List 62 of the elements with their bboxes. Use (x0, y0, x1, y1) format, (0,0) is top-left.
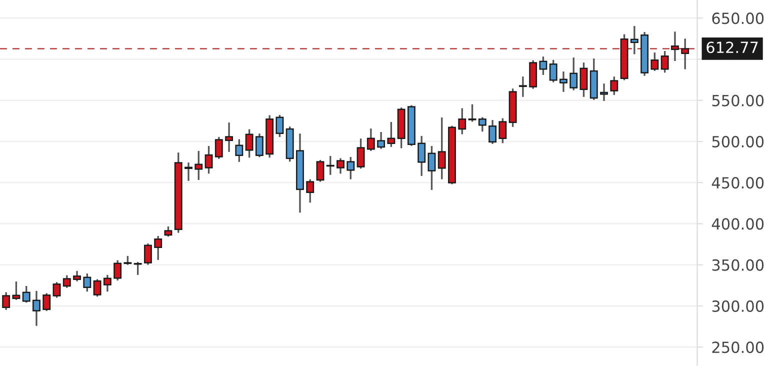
y-tick-label: 450.00 (712, 177, 764, 189)
candlestick (326, 156, 334, 175)
candlestick (549, 60, 558, 82)
y-tick-label: 300.00 (712, 300, 764, 312)
candlestick (630, 26, 638, 54)
candlestick (660, 50, 669, 73)
candlestick (610, 76, 618, 95)
y-tick-label: 350.00 (712, 259, 764, 271)
candlestick (387, 122, 396, 147)
candlestick (518, 76, 527, 97)
candlestick (214, 136, 223, 159)
candlestick (52, 282, 61, 298)
candlestick (377, 132, 386, 149)
candlestick (62, 275, 71, 288)
candlestick (560, 72, 568, 92)
ref-line-label: 612.77 (706, 42, 758, 54)
candlestick (306, 179, 314, 203)
candlestick (114, 260, 122, 280)
y-tick-label: 250.00 (712, 342, 764, 354)
candlestick (93, 279, 102, 297)
candlestick (468, 104, 476, 122)
candlestick (356, 138, 365, 169)
y-tick-label: 550.00 (712, 94, 764, 106)
candlestick (276, 114, 284, 137)
candlestick (650, 52, 659, 71)
candlestick (83, 274, 92, 292)
y-tick-label: 650.00 (712, 12, 764, 24)
candlestick (670, 32, 679, 61)
candlestick (245, 129, 254, 158)
candlestick (184, 162, 192, 181)
candlestick (12, 282, 20, 300)
candlestick (32, 290, 40, 326)
candlestick (225, 122, 234, 152)
candlestick (478, 117, 486, 132)
candlestick (255, 134, 264, 158)
candlestick (600, 84, 608, 101)
y-tick-label: 400.00 (712, 218, 764, 230)
candlestick (488, 120, 496, 144)
candlestick (580, 62, 588, 97)
candlestick (681, 38, 690, 70)
y-tick-label: 500.00 (712, 136, 764, 148)
candlestick (134, 262, 142, 275)
candlestick (428, 146, 436, 190)
candlestick (22, 286, 30, 303)
candlestick (42, 293, 51, 311)
candlestick (336, 158, 344, 174)
candlestick (539, 56, 548, 75)
candlestick (103, 274, 112, 292)
candlestick (458, 108, 466, 134)
candlestick (418, 136, 426, 176)
candlestick (498, 118, 507, 144)
candlestick (144, 243, 152, 265)
candlestick (2, 292, 10, 310)
candlestick (194, 150, 203, 180)
candlestick (346, 156, 355, 180)
candlestick (235, 139, 244, 162)
candlestick (570, 58, 578, 90)
candlestick (316, 160, 324, 182)
candlestick (366, 128, 375, 151)
candlestick (154, 236, 162, 260)
candlestick (438, 118, 446, 180)
candlestick (204, 146, 213, 174)
